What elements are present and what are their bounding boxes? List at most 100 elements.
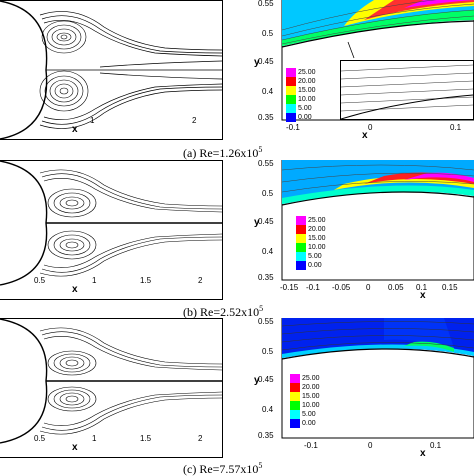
x-tick-label: -0.05	[332, 283, 351, 292]
y-axis-label: y	[254, 57, 260, 68]
legend-swatch	[286, 86, 296, 95]
legend-value: 0.00	[302, 420, 316, 427]
tick-label: 0.5	[34, 276, 46, 285]
y-tick-label: 0.35	[258, 431, 274, 440]
caption-a-exponent: 5	[258, 145, 263, 154]
legend-swatch	[286, 104, 296, 113]
legend-swatch	[290, 392, 300, 401]
contour-panel-b: 0.55 0.5 0.45 0.4 0.35 y	[254, 160, 474, 282]
caption-b-text: (b) Re=2.52x10	[183, 305, 260, 319]
tick-label: 1	[92, 434, 97, 443]
legend-value: 0.00	[308, 262, 322, 269]
x-tick-label: 0	[368, 123, 373, 132]
legend-swatch	[290, 374, 300, 383]
legend-swatch	[296, 252, 306, 261]
color-legend-c: 25.00 20.00 15.00 10.00 5.00 0.00	[290, 374, 342, 428]
legend-swatch	[286, 113, 296, 122]
streamline-panel-a: 1 2 x	[0, 0, 223, 140]
x-tick-label: 0.1	[416, 283, 428, 292]
legend-swatch	[296, 225, 306, 234]
legend-value: 10.00	[308, 244, 326, 251]
legend-swatch	[286, 68, 296, 77]
streamline-panel-c: 0.5 1 1.5 2 x	[0, 318, 223, 458]
contour-panel-c: 0.55 0.5 0.45 0.4 0.35 y	[254, 318, 474, 440]
y-tick-label: 0.4	[262, 247, 274, 256]
y-tick-label: 0.45	[258, 217, 274, 226]
caption-a-text: (a) Re=1.26x10	[183, 146, 259, 160]
legend-value: 15.00	[298, 87, 316, 94]
legend-value: 5.00	[298, 105, 312, 112]
legend-value: 10.00	[302, 402, 320, 409]
legend-swatch	[296, 216, 306, 225]
legend-swatch	[290, 419, 300, 428]
tick-label: 1	[90, 116, 95, 125]
tick-label: 0.5	[34, 434, 46, 443]
y-axis-label: y	[254, 375, 260, 386]
legend-value: 20.00	[298, 78, 316, 85]
legend-value: 15.00	[302, 393, 320, 400]
color-legend-b: 25.00 20.00 15.00 10.00 5.00 0.00	[296, 216, 348, 270]
legend-value: 25.00	[302, 375, 320, 382]
x-axis-label: x	[72, 442, 78, 453]
x-tick-label: -0.15	[280, 283, 299, 292]
x-axis-label: x	[420, 290, 426, 301]
caption-b: (b) Re=2.52x105	[183, 302, 263, 319]
caption-c-exponent: 5	[258, 461, 263, 470]
x-tick-label: 0.05	[388, 283, 404, 292]
legend-value: 5.00	[308, 253, 322, 260]
tick-label: 1.5	[140, 434, 152, 443]
x-tick-label: 0	[366, 283, 371, 292]
x-tick-label: -0.1	[286, 123, 300, 132]
y-tick-label: 0.4	[262, 87, 274, 96]
y-tick-label: 0.35	[258, 113, 274, 122]
streamline-panel-b: 0.5 1 1.5 2 x	[0, 160, 223, 300]
y-tick-label: 0.55	[258, 0, 274, 8]
x-tick-label: -0.1	[306, 283, 320, 292]
legend-value: 20.00	[308, 226, 326, 233]
tick-label: 2	[198, 276, 203, 285]
legend-swatch	[296, 234, 306, 243]
y-tick-label: 0.4	[262, 405, 274, 414]
legend-swatch	[296, 261, 306, 270]
tick-label: 2	[192, 116, 197, 125]
x-axis-label: x	[72, 124, 78, 135]
color-legend-a: 25.00 20.00 15.00 10.00 5.00 0.00	[286, 68, 338, 122]
x-axis-label: x	[362, 130, 368, 141]
y-tick-label: 0.45	[258, 375, 274, 384]
y-tick-label: 0.35	[258, 273, 274, 282]
caption-b-exponent: 5	[259, 304, 264, 313]
y-tick-label: 0.5	[262, 347, 274, 356]
legend-swatch	[290, 410, 300, 419]
x-tick-label: 0	[368, 441, 373, 450]
x-axis-label: x	[72, 284, 78, 295]
tick-label: 1	[92, 276, 97, 285]
x-axis-label: x	[420, 448, 426, 459]
legend-swatch	[286, 95, 296, 104]
legend-swatch	[290, 383, 300, 392]
streamline-plot-c	[0, 319, 222, 444]
y-tick-label: 0.45	[258, 57, 274, 66]
x-tick-label: 0.1	[450, 123, 462, 132]
tick-label: 1.5	[140, 276, 152, 285]
legend-value: 20.00	[302, 384, 320, 391]
y-axis-label: y	[254, 217, 260, 228]
legend-value: 25.00	[298, 69, 316, 76]
y-tick-label: 0.5	[262, 29, 274, 38]
zoom-inset-a	[340, 60, 474, 120]
contour-plot-c	[281, 318, 474, 439]
legend-value: 10.00	[298, 96, 316, 103]
caption-c: (c) Re=7.57x105	[183, 459, 262, 476]
x-tick-label: 0.15	[442, 283, 458, 292]
legend-swatch	[296, 243, 306, 252]
legend-value: 25.00	[308, 217, 326, 224]
streamline-plot-b	[0, 161, 222, 286]
legend-value: 5.00	[302, 411, 316, 418]
legend-value: 15.00	[308, 235, 326, 242]
x-tick-label: -0.1	[304, 441, 318, 450]
legend-swatch	[290, 401, 300, 410]
streamline-plot-a	[0, 1, 222, 139]
y-tick-label: 0.55	[258, 160, 274, 168]
tick-label: 2	[198, 434, 203, 443]
legend-value: 0.00	[298, 114, 312, 121]
x-tick-label: 0.1	[430, 441, 442, 450]
